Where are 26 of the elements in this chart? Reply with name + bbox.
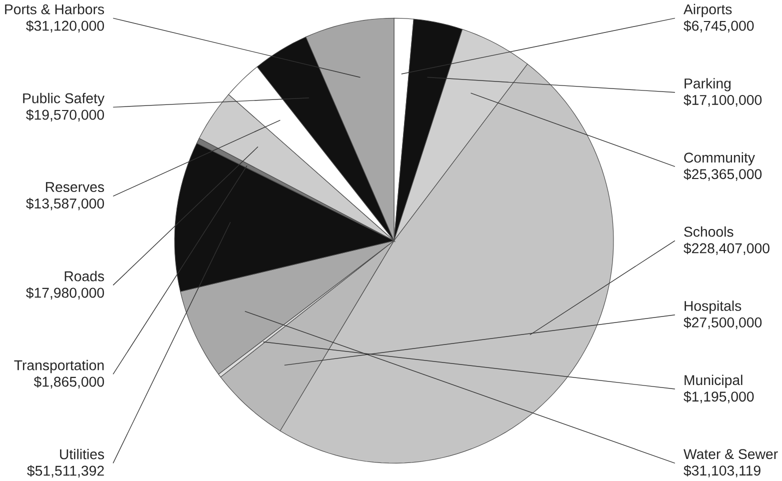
slice-label: Ports & Harbors xyxy=(5,4,104,14)
slice-label: Municipal xyxy=(684,374,742,388)
data-label: $51,511,392 xyxy=(27,464,104,478)
data-label: $13,587,000 xyxy=(26,198,104,210)
data-label: $25,365,000 xyxy=(684,168,762,181)
slice-label: Schools xyxy=(684,226,734,237)
data-label: $6,745,000 xyxy=(684,20,754,32)
data-label: $27,500,000 xyxy=(684,316,762,329)
slice-label: Roads xyxy=(64,270,104,282)
data-label: $17,980,000 xyxy=(26,287,104,300)
slice-label: Airports xyxy=(684,4,732,17)
slice-label: Community xyxy=(684,152,755,166)
slice-label: Reserves xyxy=(46,182,104,192)
data-label: $1,195,000 xyxy=(684,390,754,404)
data-label: $228,407,000 xyxy=(684,242,770,255)
data-label: $19,570,000 xyxy=(26,109,104,122)
data-label: $31,120,000 xyxy=(26,20,104,32)
slice-label: Hospitals xyxy=(684,300,742,314)
slice-label: Water & Sewer xyxy=(684,448,778,459)
slice-label: Utilities xyxy=(60,448,104,460)
data-label: $31,103,119 xyxy=(684,464,760,478)
data-label: $17,100,000 xyxy=(684,94,762,106)
slice-label: Parking xyxy=(684,78,731,92)
data-label: $1,865,000 xyxy=(34,376,104,388)
slice-label: Public Safety xyxy=(23,92,105,106)
slice-label: Transportation xyxy=(14,360,104,373)
